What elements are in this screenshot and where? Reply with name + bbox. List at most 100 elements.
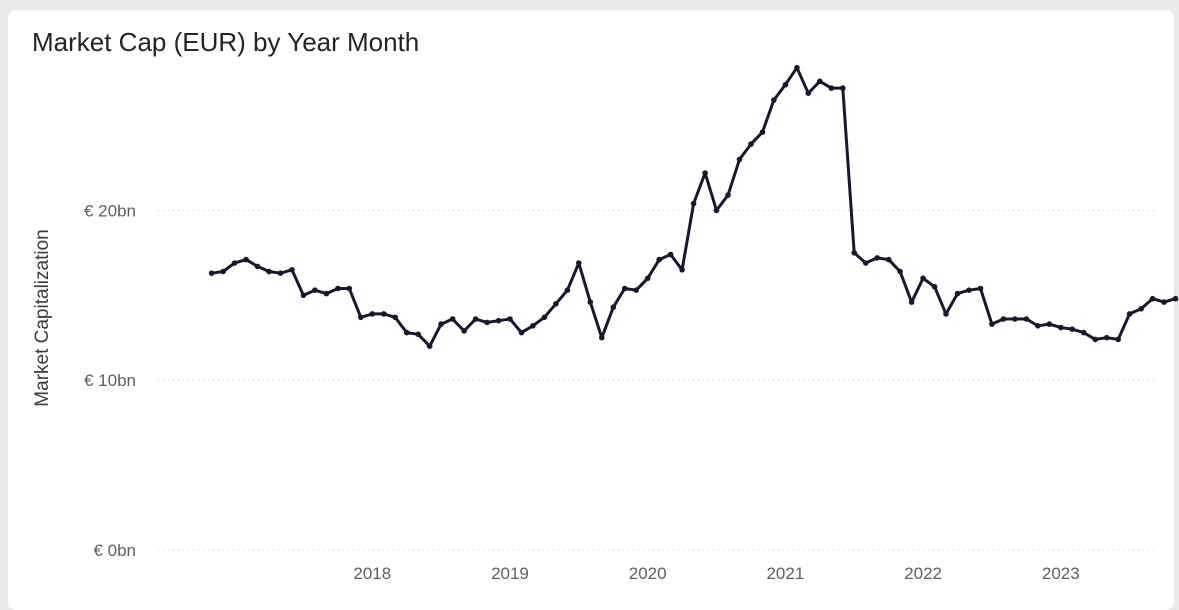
- data-point[interactable]: [908, 299, 915, 305]
- data-point[interactable]: [644, 275, 651, 282]
- data-point[interactable]: [633, 287, 639, 294]
- data-point[interactable]: [312, 287, 318, 294]
- data-point[interactable]: [426, 343, 433, 350]
- data-point[interactable]: [690, 200, 697, 207]
- x-tick-label: 2023: [1042, 564, 1080, 583]
- data-point[interactable]: [667, 251, 674, 258]
- data-point[interactable]: [828, 85, 835, 91]
- data-point[interactable]: [977, 285, 984, 292]
- data-point[interactable]: [231, 260, 238, 266]
- data-point[interactable]: [346, 285, 353, 292]
- data-point[interactable]: [931, 284, 938, 290]
- data-point[interactable]: [702, 170, 708, 176]
- data-point[interactable]: [1172, 295, 1179, 302]
- data-point[interactable]: [461, 328, 467, 334]
- data-point[interactable]: [805, 90, 812, 96]
- data-point[interactable]: [771, 97, 777, 103]
- data-point[interactable]: [266, 268, 272, 275]
- data-point[interactable]: [438, 321, 444, 327]
- x-axis-ticks: 2018201920202021202220232024: [353, 564, 1080, 583]
- data-point[interactable]: [840, 85, 846, 91]
- data-point[interactable]: [541, 314, 548, 321]
- data-point[interactable]: [415, 331, 422, 338]
- data-point[interactable]: [553, 301, 559, 307]
- data-point[interactable]: [885, 256, 892, 263]
- x-tick-label: 2018: [353, 564, 391, 583]
- data-point[interactable]: [507, 316, 513, 322]
- data-point[interactable]: [472, 316, 479, 322]
- series-layer: [208, 64, 1179, 350]
- data-point[interactable]: [748, 141, 754, 147]
- x-tick-label: 2021: [766, 564, 804, 583]
- data-point[interactable]: [484, 319, 490, 326]
- data-point[interactable]: [358, 314, 364, 321]
- data-point[interactable]: [713, 207, 720, 214]
- data-point[interactable]: [725, 192, 731, 198]
- data-point[interactable]: [610, 304, 617, 311]
- data-point[interactable]: [220, 268, 226, 275]
- data-point[interactable]: [862, 260, 869, 266]
- data-point[interactable]: [1080, 329, 1087, 336]
- data-point[interactable]: [1103, 334, 1110, 341]
- data-point[interactable]: [920, 275, 926, 282]
- data-point[interactable]: [989, 321, 995, 327]
- chart-title: Market Cap (EUR) by Year Month: [32, 27, 420, 57]
- data-point[interactable]: [323, 290, 330, 297]
- series-line: [211, 66, 1176, 348]
- data-point[interactable]: [403, 329, 410, 336]
- data-point[interactable]: [277, 270, 284, 277]
- data-point[interactable]: [518, 329, 525, 336]
- y-axis-title: Market Capitalization: [32, 229, 53, 406]
- data-point[interactable]: [897, 268, 903, 275]
- data-point[interactable]: [1046, 321, 1053, 327]
- chart-card: Market Cap (EUR) by Year Month: [8, 10, 1174, 610]
- data-point[interactable]: [656, 256, 662, 263]
- data-point[interactable]: [369, 311, 376, 317]
- data-point[interactable]: [335, 285, 341, 292]
- data-point[interactable]: [1000, 316, 1007, 322]
- data-point[interactable]: [1115, 336, 1121, 343]
- data-point[interactable]: [1138, 306, 1144, 312]
- data-point[interactable]: [1149, 295, 1156, 302]
- data-point[interactable]: [1035, 323, 1041, 329]
- data-point[interactable]: [587, 299, 594, 305]
- data-point[interactable]: [564, 287, 571, 294]
- data-point[interactable]: [208, 270, 215, 277]
- data-point[interactable]: [817, 78, 823, 85]
- data-point[interactable]: [1161, 299, 1167, 305]
- data-point[interactable]: [300, 292, 307, 299]
- data-point[interactable]: [243, 256, 249, 263]
- data-point[interactable]: [289, 267, 295, 273]
- data-point[interactable]: [1069, 326, 1076, 333]
- data-point[interactable]: [381, 311, 387, 317]
- data-point[interactable]: [954, 290, 961, 297]
- gridlines: [158, 209, 1158, 551]
- data-point[interactable]: [495, 317, 502, 324]
- data-point[interactable]: [851, 250, 857, 256]
- data-point[interactable]: [254, 263, 261, 270]
- x-tick-label: 2020: [629, 564, 667, 583]
- data-point[interactable]: [736, 156, 743, 163]
- data-point[interactable]: [1126, 311, 1133, 317]
- data-point[interactable]: [599, 334, 605, 341]
- data-point[interactable]: [943, 311, 949, 317]
- data-point[interactable]: [679, 267, 685, 273]
- data-point[interactable]: [449, 316, 456, 322]
- y-axis-ticks: € 0bn € 10bn € 20bn: [84, 201, 136, 560]
- data-point[interactable]: [576, 260, 582, 266]
- data-point[interactable]: [759, 129, 766, 135]
- data-point[interactable]: [392, 314, 399, 321]
- data-point[interactable]: [530, 323, 536, 329]
- data-point[interactable]: [874, 255, 880, 261]
- y-tick-label: € 10bn: [84, 371, 136, 390]
- y-tick-label: € 0bn: [93, 541, 136, 560]
- data-point[interactable]: [782, 81, 789, 88]
- data-point[interactable]: [1058, 324, 1064, 331]
- data-point[interactable]: [966, 287, 972, 294]
- data-point[interactable]: [1012, 316, 1018, 322]
- data-point[interactable]: [1092, 336, 1098, 343]
- data-point[interactable]: [621, 285, 628, 292]
- data-point[interactable]: [1023, 316, 1030, 322]
- data-point[interactable]: [794, 64, 800, 71]
